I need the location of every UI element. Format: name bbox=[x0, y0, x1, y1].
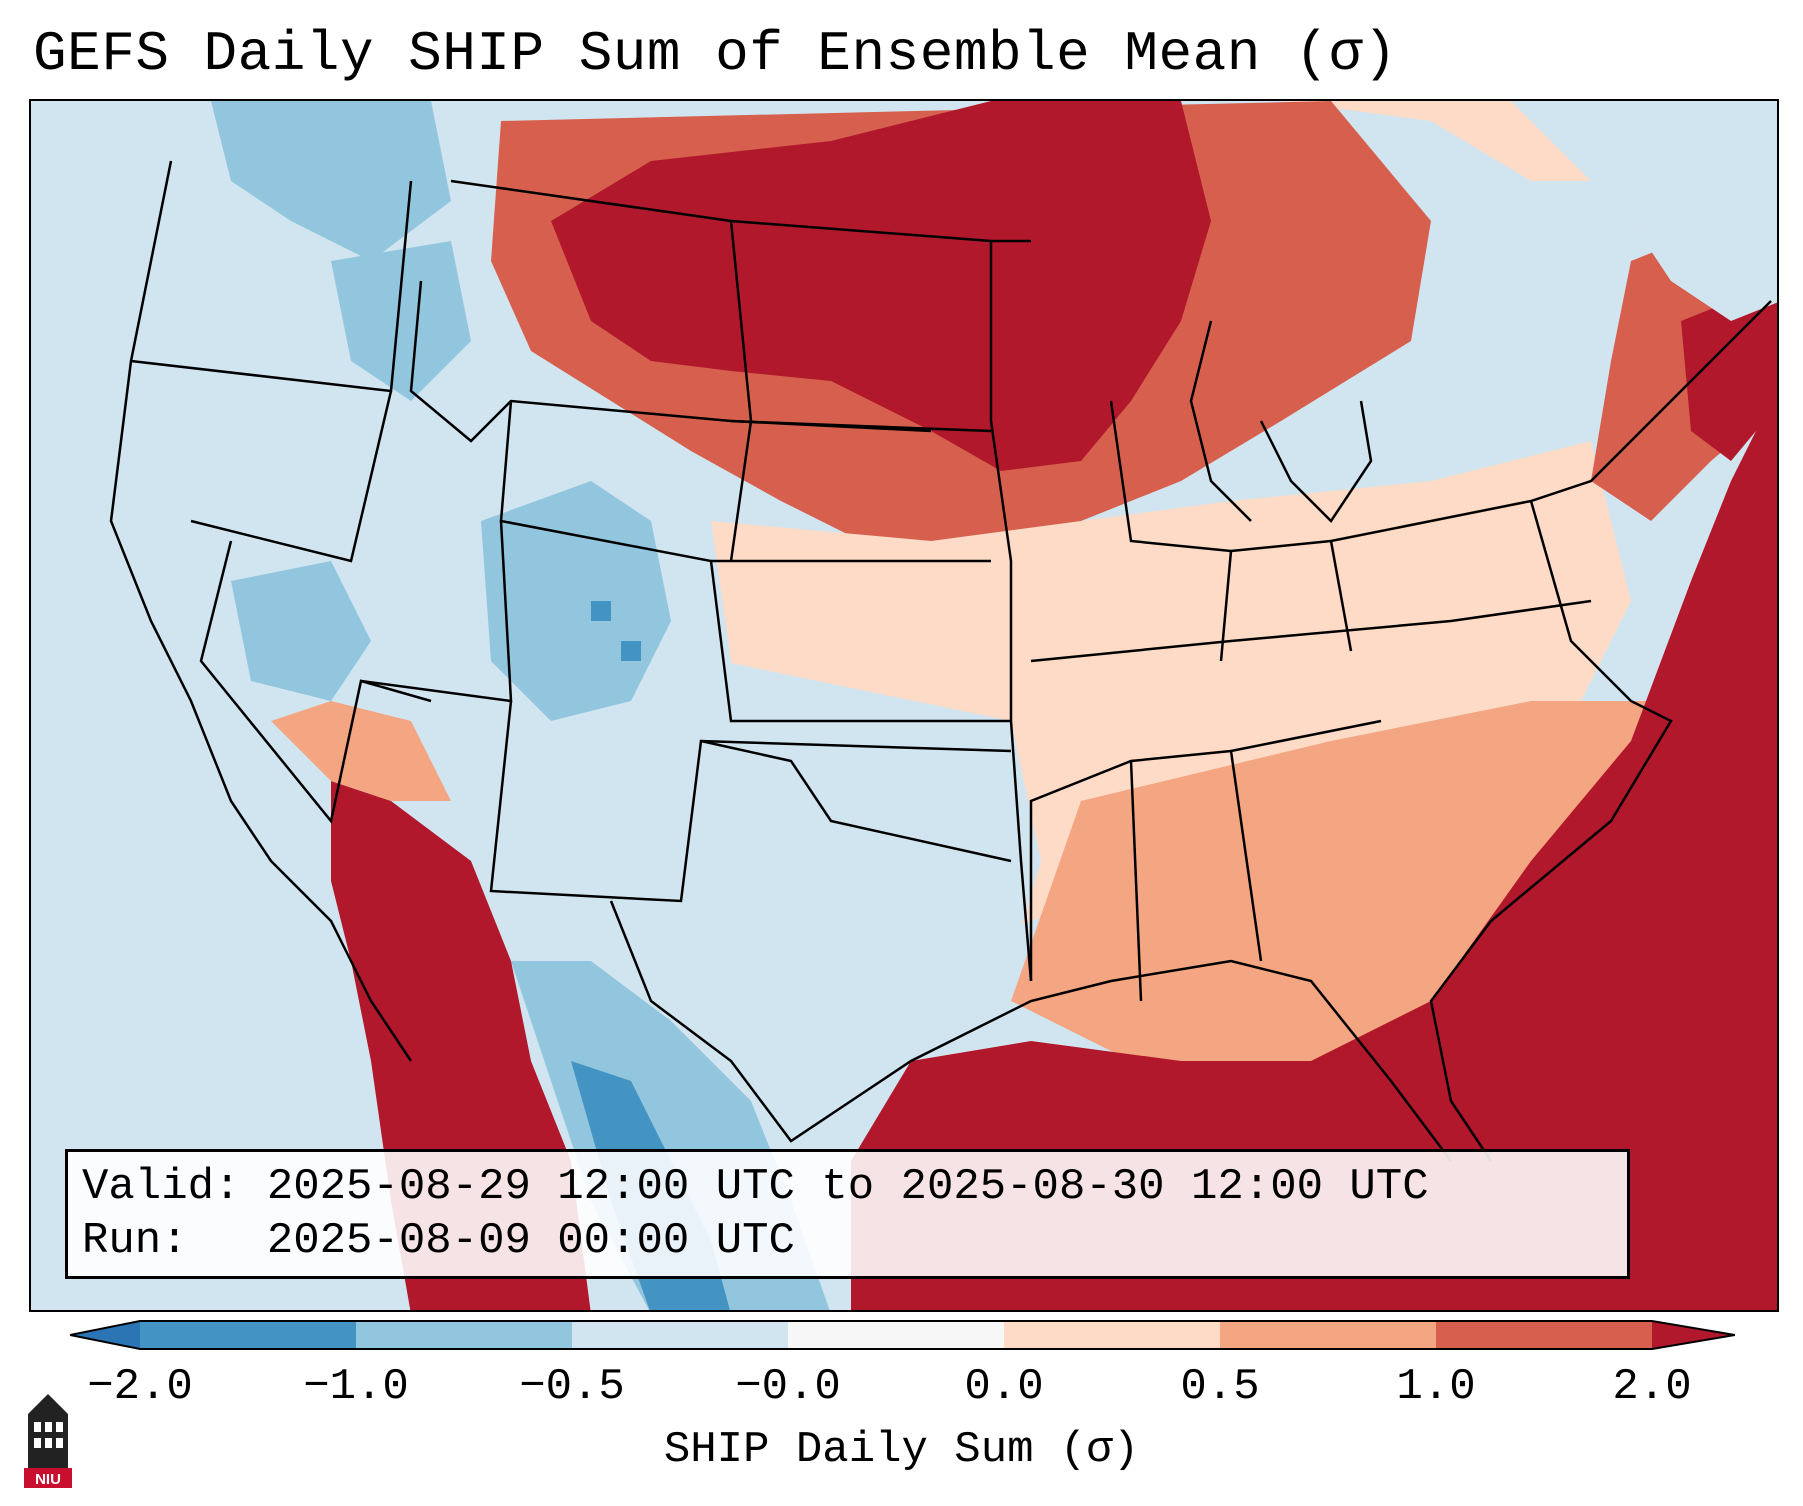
logo-text: NIU bbox=[35, 1471, 61, 1488]
negative-field-quebec bbox=[1511, 101, 1777, 321]
valid-run-info-box: Valid: 2025-08-29 12:00 UTC to 2025-08-3… bbox=[65, 1149, 1630, 1279]
tick-label: 2.0 bbox=[1612, 1362, 1692, 1412]
tick-label: −1.0 bbox=[303, 1362, 409, 1412]
colorbar-extend-high bbox=[1652, 1321, 1735, 1349]
strong-positive-new-england bbox=[1681, 282, 1777, 461]
strong-negative-cell-2 bbox=[621, 641, 641, 661]
tick-label: −2.0 bbox=[87, 1362, 193, 1412]
university-tower-icon: NIU bbox=[20, 1390, 76, 1490]
tick-label: 0.0 bbox=[964, 1362, 1044, 1412]
valid-time-text: Valid: 2025-08-29 12:00 UTC to 2025-08-3… bbox=[82, 1162, 1429, 1212]
colorbar-bin-6 bbox=[1220, 1321, 1436, 1349]
map-panel bbox=[29, 99, 1779, 1312]
colorbar-bin-5 bbox=[1004, 1321, 1220, 1349]
strong-positive-northern-plains bbox=[551, 101, 1211, 471]
run-time-text: Run: 2025-08-09 00:00 UTC bbox=[82, 1216, 795, 1266]
colorbar-bin-3 bbox=[572, 1321, 788, 1349]
positive-field-southern-california bbox=[271, 701, 451, 801]
negative-field-southern-plains bbox=[691, 661, 1041, 1031]
colorbar-bin-7 bbox=[1436, 1321, 1652, 1349]
tick-label: 1.0 bbox=[1396, 1362, 1476, 1412]
chart-title: GEFS Daily SHIP Sum of Ensemble Mean (σ) bbox=[33, 22, 1398, 86]
colorbar-label: SHIP Daily Sum (σ) bbox=[663, 1425, 1140, 1475]
colorbar-bin-1 bbox=[140, 1321, 356, 1349]
colorbar-extend-low bbox=[70, 1321, 140, 1349]
negative-field-washington bbox=[211, 101, 451, 261]
strong-negative-cell-1 bbox=[591, 601, 611, 621]
colorbar-bin-4 bbox=[788, 1321, 1004, 1349]
colorbar-bin-2 bbox=[356, 1321, 572, 1349]
colorbar-svg bbox=[69, 1320, 1736, 1350]
colorbar-ticks: −2.0 −1.0 −0.5 −0.0 0.0 0.5 1.0 2.0 bbox=[0, 1362, 1803, 1412]
negative-field-nevada bbox=[231, 561, 371, 701]
tick-label: −0.0 bbox=[735, 1362, 841, 1412]
strong-positive-atlantic-gulf bbox=[851, 389, 1777, 1310]
state-boundaries bbox=[109, 160, 1772, 1162]
colorbar bbox=[69, 1320, 1736, 1350]
tick-label: −0.5 bbox=[519, 1362, 625, 1412]
tick-label: 0.5 bbox=[1180, 1362, 1260, 1412]
negative-field-idaho bbox=[331, 241, 471, 401]
anomaly-map bbox=[31, 101, 1777, 1310]
positive-field-canada bbox=[431, 101, 1777, 181]
